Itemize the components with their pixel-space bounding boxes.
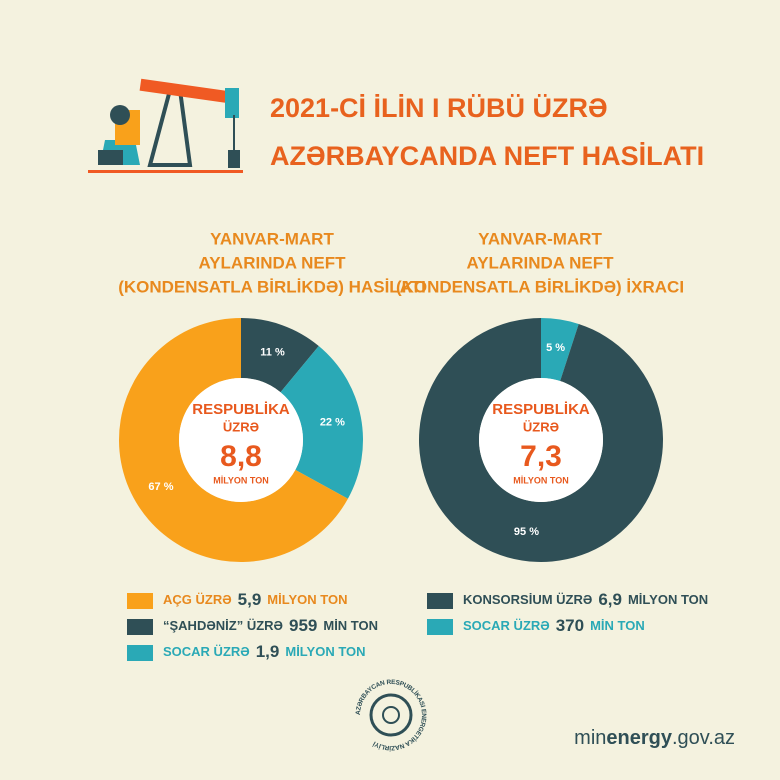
legend-amount: 959 (289, 616, 317, 635)
legend-entry: SOCAR ÜZRƏ 1,9 MİLYON TON (163, 642, 366, 661)
legend-entry: AÇG ÜZRƏ 5,9 MİLYON TON (163, 590, 347, 609)
website-part: min (574, 727, 606, 749)
legend-unit: MİLYON TON (267, 592, 347, 607)
legend-unit: MİLYON TON (628, 592, 708, 607)
legend-swatch (127, 645, 153, 661)
legend-unit: MİN TON (323, 618, 378, 633)
title-line: AZƏRBAYCANDA NEFT HASİLATI (270, 141, 704, 171)
chart-title: YANVAR-MART (478, 229, 602, 248)
center-label: ÜZRƏ (223, 419, 259, 434)
legend-entry: KONSORSİUM ÜZRƏ 6,9 MİLYON TON (463, 590, 708, 609)
legend-unit: MİN TON (590, 618, 645, 633)
chart-title: AYLARINDA NEFT (466, 253, 614, 272)
slice (280, 345, 363, 499)
title-line: 2021-Cİ İLİN I RÜBÜ ÜZRƏ (270, 93, 608, 123)
value-label: 11 % (260, 346, 285, 358)
donut-hole (179, 378, 303, 502)
legend-swatch (127, 593, 153, 609)
center-label: RESPUBLİKA (192, 401, 290, 418)
legend-name: AÇG ÜZRƏ (163, 592, 232, 607)
center-unit: MİLYON TON (213, 475, 269, 485)
pumpjack-icon (88, 78, 243, 173)
legend-name: SOCAR ÜZRƏ (463, 618, 550, 633)
legend-entry: SOCAR ÜZRƏ 370 MİN TON (463, 616, 645, 635)
slice (241, 318, 319, 393)
legend-unit: MİLYON TON (285, 644, 365, 659)
legend-name: KONSORSİUM ÜZRƏ (463, 592, 592, 607)
chart-title: AYLARINDA NEFT (198, 253, 346, 272)
legend-name: “ŞAHDƏNİZ” ÜZRƏ (163, 618, 283, 633)
legend-name: SOCAR ÜZRƏ (163, 644, 250, 659)
slice (418, 318, 663, 562)
value-label: 22 % (320, 416, 345, 428)
center-value: 7,3 (520, 440, 562, 473)
website: minenergy.gov.az (574, 727, 735, 749)
legend-amount: 370 (556, 616, 584, 635)
legend-amount: 1,9 (256, 642, 280, 661)
website-part: energy (606, 727, 672, 749)
value-label: 5 % (546, 342, 565, 354)
legend-entry: “ŞAHDƏNİZ” ÜZRƏ 959 MİN TON (163, 616, 378, 635)
chart-title: (KONDENSATLA BİRLİKDƏ) HASİLATI (118, 277, 426, 296)
donut-hole (479, 378, 603, 502)
chart-title: (KONDENSATLA BİRLİKDƏ) İXRACI (396, 277, 684, 296)
legend-swatch (127, 619, 153, 635)
legend-amount: 6,9 (598, 590, 622, 609)
chart-title: YANVAR-MART (210, 229, 334, 248)
legend-swatch (427, 593, 453, 609)
center-label: RESPUBLİKA (492, 401, 590, 418)
center-unit: MİLYON TON (513, 475, 569, 485)
website-part: .gov.az (672, 727, 735, 749)
slice (119, 318, 348, 562)
slice (541, 318, 579, 382)
legend-amount: 5,9 (238, 590, 262, 609)
legend-swatch (427, 619, 453, 635)
center-label: ÜZRƏ (523, 419, 559, 434)
center-value: 8,8 (220, 440, 262, 473)
value-label: 67 % (148, 481, 173, 493)
value-label: 95 % (514, 526, 539, 538)
